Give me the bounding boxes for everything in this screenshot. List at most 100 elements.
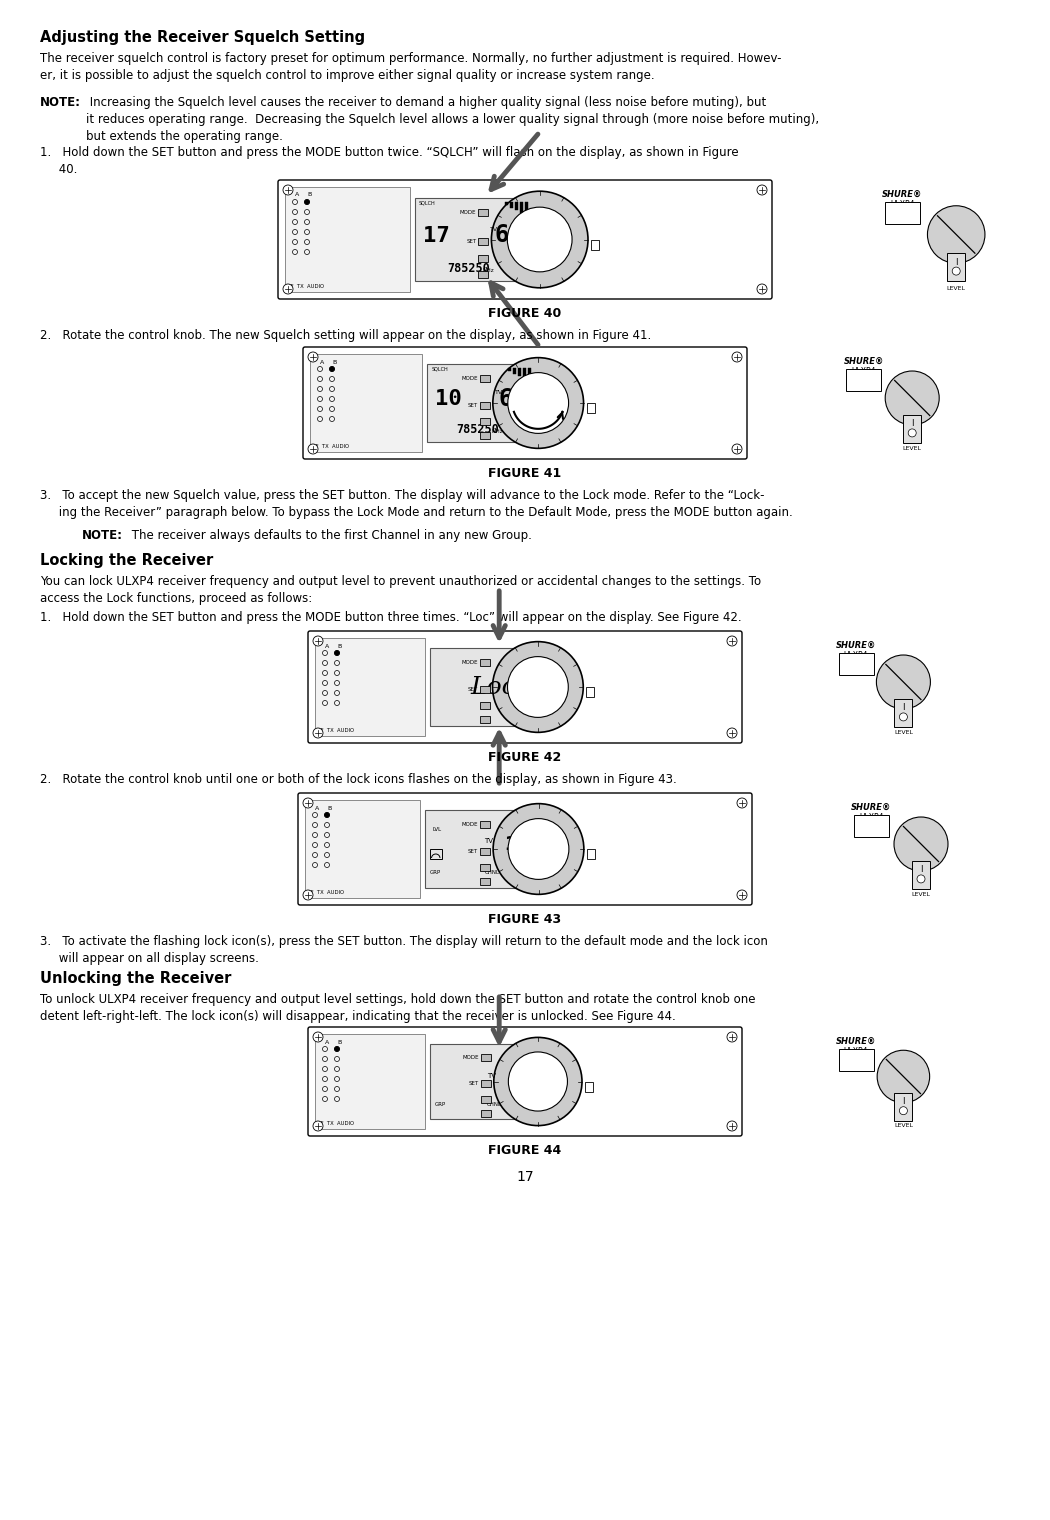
Text: SET: SET <box>468 848 478 854</box>
Circle shape <box>508 372 569 433</box>
Circle shape <box>952 268 960 275</box>
Bar <box>480 658 489 666</box>
Bar <box>508 368 511 371</box>
Text: 2.   Rotate the control knob. The new Squelch setting will appear on the display: 2. Rotate the control knob. The new Sque… <box>40 328 651 342</box>
Bar <box>481 1096 490 1102</box>
Text: LEVEL: LEVEL <box>911 892 930 897</box>
Text: I: I <box>920 865 922 874</box>
FancyBboxPatch shape <box>308 1028 742 1135</box>
Bar <box>479 271 488 278</box>
Circle shape <box>917 876 925 883</box>
Circle shape <box>508 1052 567 1111</box>
Text: ULXP4: ULXP4 <box>852 366 876 375</box>
Bar <box>480 401 490 409</box>
Circle shape <box>308 444 318 454</box>
Text: ULXP4: ULXP4 <box>844 1047 868 1056</box>
Bar <box>479 210 488 216</box>
Bar <box>912 860 930 889</box>
FancyBboxPatch shape <box>303 347 747 459</box>
Circle shape <box>508 819 569 880</box>
Text: 17: 17 <box>423 225 449 246</box>
Bar <box>587 403 594 413</box>
Text: FIGURE 40: FIGURE 40 <box>488 307 562 321</box>
Text: SQLCH: SQLCH <box>419 201 436 205</box>
Circle shape <box>313 635 323 646</box>
Circle shape <box>303 798 313 809</box>
Bar <box>315 1034 424 1129</box>
Bar <box>839 1049 874 1072</box>
Text: To unlock ULXP4 receiver frequency and output level settings, hold down the SET : To unlock ULXP4 receiver frequency and o… <box>40 993 756 1023</box>
Text: A: A <box>326 1040 330 1044</box>
Text: GRP: GRP <box>435 1102 446 1107</box>
Bar <box>429 648 556 727</box>
Text: SET: SET <box>468 1081 479 1087</box>
Text: SET: SET <box>467 687 478 692</box>
Text: ULXP4: ULXP4 <box>844 651 868 660</box>
Bar <box>480 702 489 708</box>
Bar <box>839 654 874 675</box>
Text: 1.   Hold down the SET button and press the MODE button three times. “Loc” will : 1. Hold down the SET button and press th… <box>40 611 741 625</box>
Text: LEVEL: LEVEL <box>947 286 966 290</box>
Circle shape <box>908 429 917 436</box>
Text: CHNL: CHNL <box>484 869 500 876</box>
Text: I: I <box>954 257 958 266</box>
Text: SHURE®: SHURE® <box>836 1037 877 1046</box>
Bar <box>854 815 889 838</box>
Bar <box>285 187 410 292</box>
Text: SET: SET <box>466 240 477 245</box>
Text: 10: 10 <box>435 389 462 409</box>
Bar <box>525 202 528 216</box>
Text: Loc: Loc <box>470 675 516 699</box>
Bar <box>480 716 489 724</box>
Circle shape <box>877 655 930 708</box>
Text: 17: 17 <box>517 1170 533 1184</box>
Text: SHURE®: SHURE® <box>836 641 877 651</box>
Text: The receiver squelch control is factory preset for optimum performance. Normally: The receiver squelch control is factory … <box>40 52 781 82</box>
Bar <box>480 821 490 827</box>
Circle shape <box>335 1046 339 1052</box>
Circle shape <box>732 353 742 362</box>
Text: 14: 14 <box>504 836 528 854</box>
Bar <box>895 699 912 727</box>
Text: B: B <box>327 806 331 810</box>
Bar <box>514 202 518 210</box>
Circle shape <box>330 366 335 371</box>
Bar <box>480 432 490 439</box>
Text: ULXP4: ULXP4 <box>890 201 915 210</box>
Circle shape <box>313 1122 323 1131</box>
Text: Unlocking the Receiver: Unlocking the Receiver <box>40 971 231 986</box>
Circle shape <box>284 185 293 195</box>
Text: A: A <box>295 193 299 198</box>
Text: 1.   Hold down the SET button and press the MODE button twice. “SQLCH” will flas: 1. Hold down the SET button and press th… <box>40 146 738 176</box>
Text: A: A <box>326 643 330 649</box>
FancyBboxPatch shape <box>308 631 742 743</box>
Text: 66: 66 <box>499 388 527 410</box>
Text: SET: SET <box>467 403 478 407</box>
Circle shape <box>313 1032 323 1043</box>
Text: LEVEL: LEVEL <box>894 730 912 736</box>
Bar <box>481 1053 490 1061</box>
Bar <box>512 368 517 374</box>
Text: FIGURE 41: FIGURE 41 <box>488 467 562 480</box>
Circle shape <box>284 284 293 293</box>
Text: RF  TX  AUDIO: RF TX AUDIO <box>287 284 324 289</box>
Circle shape <box>927 205 985 263</box>
Text: 2.   Rotate the control knob until one or both of the lock icons flashes on the : 2. Rotate the control knob until one or … <box>40 774 677 786</box>
Bar <box>480 418 490 424</box>
Bar <box>481 1110 490 1117</box>
Bar <box>479 255 488 263</box>
Text: Adjusting the Receiver Squelch Setting: Adjusting the Receiver Squelch Setting <box>40 30 365 46</box>
Text: LEVEL: LEVEL <box>903 445 922 451</box>
Bar <box>587 850 595 859</box>
Text: I: I <box>902 1097 905 1107</box>
Circle shape <box>900 1107 907 1114</box>
Text: You can lock ULXP4 receiver frequency and output level to prevent unauthorized o: You can lock ULXP4 receiver frequency an… <box>40 575 761 605</box>
Text: ULXP4: ULXP4 <box>859 813 884 822</box>
Text: RF  TX  AUDIO: RF TX AUDIO <box>307 891 344 895</box>
Text: I: I <box>902 704 905 713</box>
Bar <box>429 1044 556 1119</box>
Circle shape <box>727 728 737 739</box>
Circle shape <box>304 199 310 205</box>
Circle shape <box>727 1032 737 1043</box>
Bar <box>415 198 560 281</box>
